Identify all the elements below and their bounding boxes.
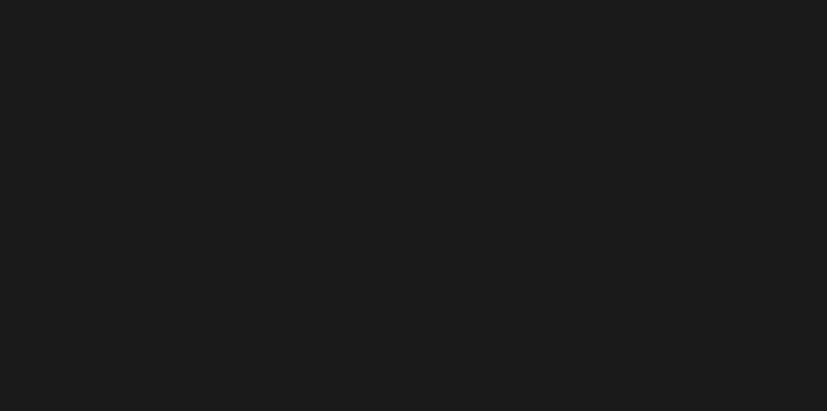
Text: regular and then solve using the Frobenius method.  (ii) Determine the interval : regular and then solve using the Frobeni…	[28, 100, 667, 117]
Text: (b) xy″ + y′ − xy = 0: (b) xy″ + y′ − xy = 0	[28, 281, 198, 298]
Text: convergence and (iii) comment on whether the solution has sufficient LI function: convergence and (iii) comment on whether…	[28, 143, 741, 159]
Text: ) For the following differential equations (i) show that the singularity points : ) For the following differential equatio…	[28, 58, 683, 74]
Text: the general solution.: the general solution.	[28, 185, 189, 202]
Text: (c) x²y″ − x²y − 2y = 0: (c) x²y″ − x²y − 2y = 0	[28, 331, 217, 348]
Text: (a) 2xy″ + y′ + x³y = 0: (a) 2xy″ + y′ + x³y = 0	[28, 231, 214, 248]
